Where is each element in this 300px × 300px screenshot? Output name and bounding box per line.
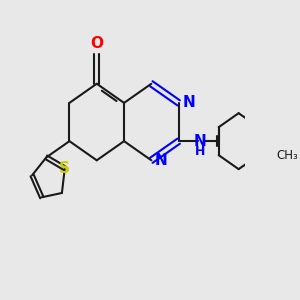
Text: N: N (182, 95, 195, 110)
Text: H: H (195, 145, 206, 158)
Text: O: O (90, 36, 103, 51)
Text: N: N (155, 153, 168, 168)
Text: CH₃: CH₃ (277, 149, 298, 162)
Text: N: N (194, 134, 207, 149)
Text: S: S (59, 161, 70, 176)
